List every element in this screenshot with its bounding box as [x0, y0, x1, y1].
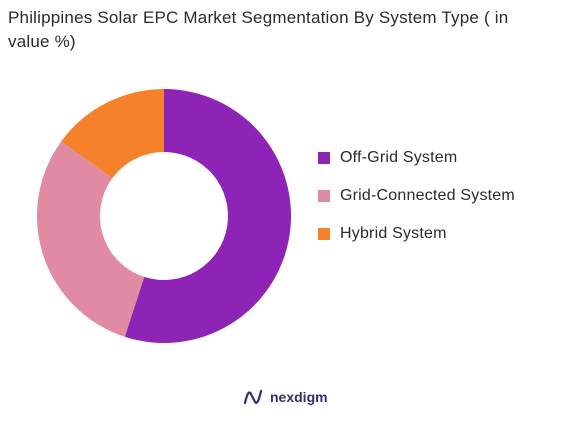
chart-title: Philippines Solar EPC Market Segmentatio…	[8, 8, 509, 51]
legend-label: Off-Grid System	[340, 148, 458, 166]
legend-item-off-grid: Off-Grid System	[318, 148, 515, 167]
legend-item-grid-connected: Grid-Connected System	[318, 186, 515, 205]
brand-logo: nexdigm	[243, 388, 328, 406]
chart-legend: Off-Grid System Grid-Connected System Hy…	[318, 148, 515, 262]
legend-swatch-off-grid	[318, 151, 330, 164]
donut-slice-grid-connected-system	[37, 141, 145, 337]
legend-swatch-hybrid	[318, 227, 330, 240]
donut-slice-hybrid-system	[61, 89, 165, 179]
nexdigm-logo-icon	[243, 389, 263, 405]
legend-label: Hybrid System	[340, 224, 447, 242]
legend-swatch-grid-connected	[318, 189, 330, 202]
donut-slices	[37, 89, 291, 343]
brand-name: nexdigm	[270, 389, 328, 405]
legend-label: Grid-Connected System	[340, 186, 515, 204]
donut-slice-off-grid-system	[124, 89, 291, 343]
legend-item-hybrid: Hybrid System	[318, 224, 515, 243]
